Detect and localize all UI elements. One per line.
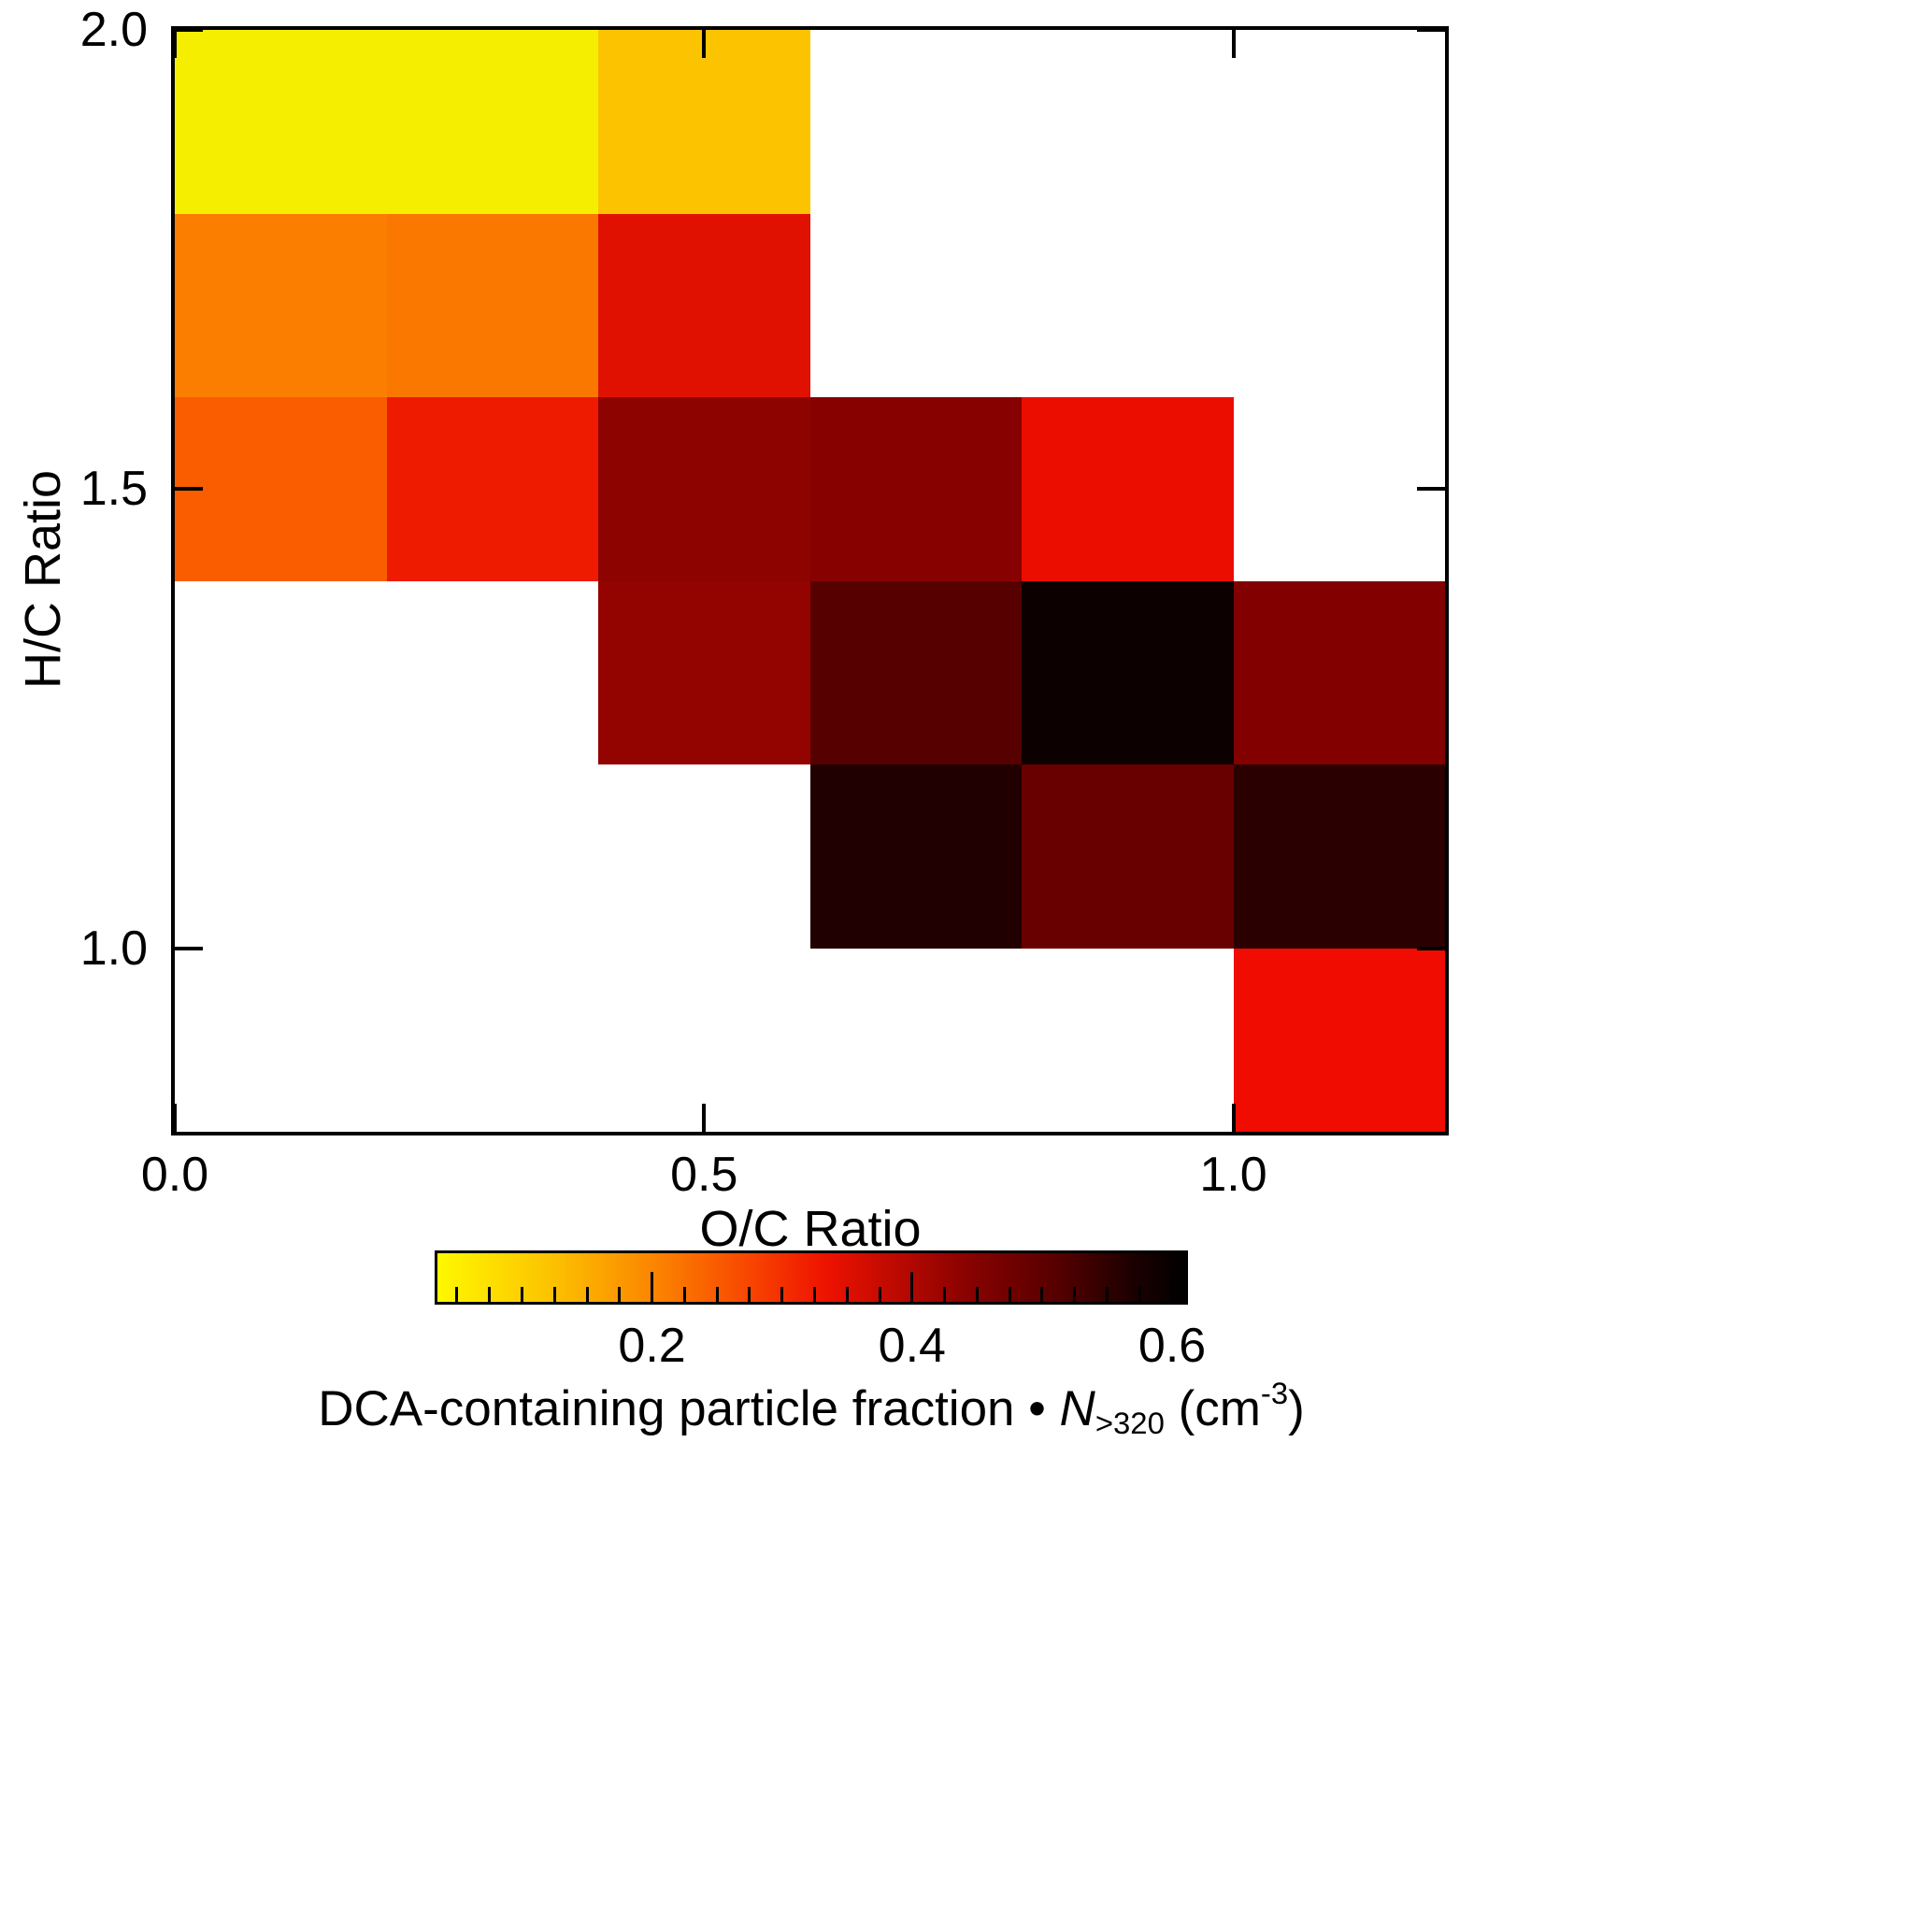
colorbar-minor-tick [520, 1287, 523, 1302]
heatmap-cell [809, 764, 1022, 949]
heatmap-cell [1022, 397, 1234, 581]
heatmap-cell [1022, 580, 1234, 764]
colorbar-label-symbol: N [1059, 1381, 1095, 1436]
colorbar-label-text: DCA-containing particle fraction • [318, 1381, 1060, 1436]
heatmap-cell [1233, 580, 1445, 764]
heatmap-cell [175, 30, 387, 214]
heatmap-cell [175, 213, 387, 397]
colorbar-minor-tick [1040, 1287, 1044, 1302]
colorbar-major-tick [1170, 1272, 1174, 1302]
colorbar-minor-tick [1008, 1287, 1011, 1302]
heatmap-cell [598, 580, 810, 764]
y-tick-label: 2.0 [79, 3, 148, 57]
colorbar [435, 1250, 1188, 1305]
x-axis-tick [1231, 30, 1236, 58]
x-axis-label: O/C Ratio [699, 1201, 922, 1257]
y-axis-tick [1417, 30, 1445, 32]
colorbar-minor-tick [1106, 1287, 1109, 1302]
y-axis-tick [1417, 946, 1445, 950]
colorbar-label-exponent: -3 [1260, 1376, 1289, 1410]
heatmap-cell [809, 580, 1022, 764]
heatmap-cell [598, 213, 810, 397]
colorbar-label-unit: (cm [1164, 1381, 1261, 1436]
colorbar-major-tick [651, 1272, 654, 1302]
heatmap-cell [386, 397, 598, 581]
colorbar-minor-tick [1073, 1287, 1077, 1302]
colorbar-minor-tick [1138, 1287, 1141, 1302]
colorbar-minor-tick [845, 1287, 849, 1302]
x-axis-tick [702, 30, 707, 58]
colorbar-major-tick [910, 1272, 914, 1302]
x-axis-tick [175, 30, 177, 58]
colorbar-minor-tick [975, 1287, 979, 1302]
colorbar-tick-label: 0.4 [878, 1319, 946, 1373]
x-axis-tick [175, 1104, 177, 1132]
y-tick-label: 1.0 [79, 921, 148, 976]
colorbar-minor-tick [552, 1287, 556, 1302]
colorbar-minor-tick [748, 1287, 751, 1302]
colorbar-tick-label: 0.6 [1138, 1319, 1207, 1373]
colorbar-minor-tick [618, 1287, 622, 1302]
heatmap-cell [1233, 948, 1445, 1132]
y-axis-tick [175, 946, 203, 950]
heatmap-cell [386, 30, 598, 214]
y-axis-tick [175, 487, 203, 492]
colorbar-minor-tick [488, 1287, 492, 1302]
heatmap-cell [386, 213, 598, 397]
colorbar-minor-tick [585, 1287, 589, 1302]
colorbar-label: DCA-containing particle fraction • N>320… [318, 1376, 1305, 1441]
colorbar-minor-tick [812, 1287, 816, 1302]
plot-area [171, 26, 1449, 1135]
x-tick-label: 0.5 [670, 1148, 738, 1202]
y-tick-label: 1.5 [79, 462, 148, 517]
y-axis-tick [175, 30, 203, 32]
colorbar-minor-tick [943, 1287, 947, 1302]
x-axis-tick [702, 1104, 707, 1132]
x-tick-label: 0.0 [140, 1148, 209, 1202]
colorbar-label-subscript: >320 [1095, 1406, 1165, 1441]
colorbar-minor-tick [715, 1287, 719, 1302]
colorbar-minor-tick [780, 1287, 784, 1302]
colorbar-label-unit-close: ) [1288, 1381, 1305, 1436]
x-tick-label: 1.0 [1199, 1148, 1267, 1202]
colorbar-minor-tick [455, 1287, 459, 1302]
colorbar-minor-tick [878, 1287, 881, 1302]
heatmap-cell [598, 397, 810, 581]
colorbar-tick-label: 0.2 [618, 1319, 686, 1373]
heatmap-cell [175, 397, 387, 581]
colorbar-minor-tick [682, 1287, 686, 1302]
heatmap-cell [809, 397, 1022, 581]
x-axis-tick [1231, 1104, 1236, 1132]
y-axis-tick [1417, 487, 1445, 492]
heatmap-cell [1233, 764, 1445, 949]
heatmap-cell [598, 30, 810, 214]
heatmap-cell [1022, 764, 1234, 949]
